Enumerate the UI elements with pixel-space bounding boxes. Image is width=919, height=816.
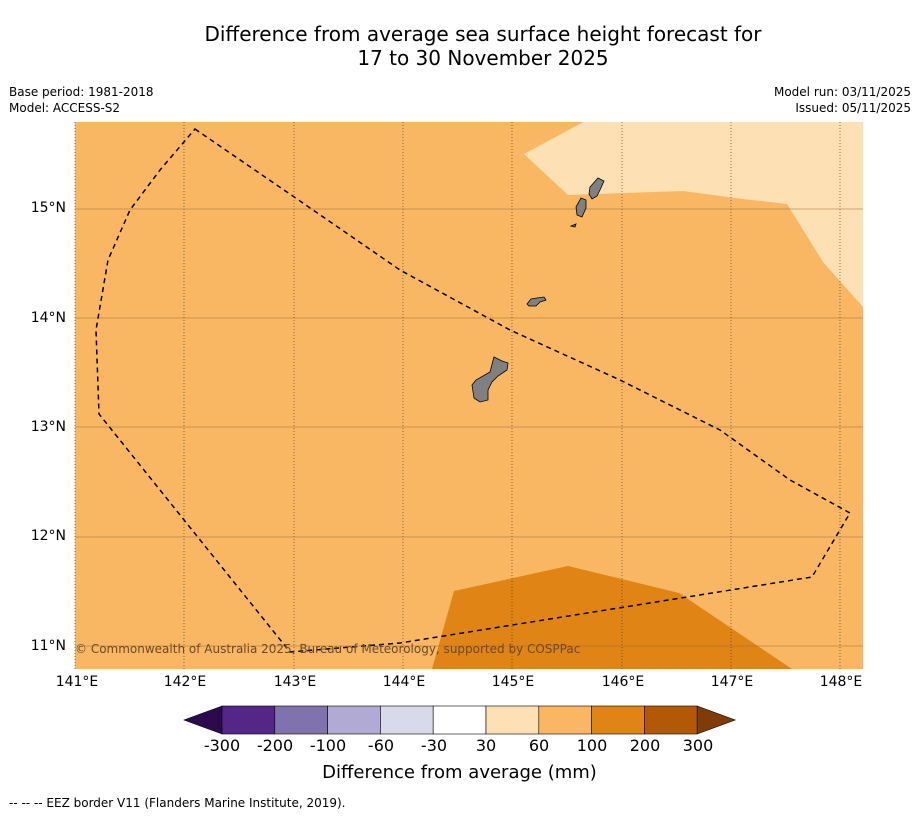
colorbar-label-m100: -100 (309, 736, 347, 755)
colorbar-segment-1 (274, 705, 328, 735)
lon-label-148: 148°E (819, 674, 863, 690)
title-line-2: 17 to 30 November 2025 (357, 46, 609, 70)
title-line-1: Difference from average sea surface heig… (204, 22, 762, 46)
colorbar-label-m300: -300 (203, 736, 241, 755)
parallels (75, 208, 863, 647)
lat-label-14: 14°N (30, 310, 66, 326)
colorbar-segment-8 (644, 705, 698, 735)
issued-date: Issued: 05/11/2025 (795, 101, 911, 115)
islands (471, 177, 605, 403)
colorbar-label-m60: -60 (367, 736, 395, 755)
saipan-island (588, 177, 605, 200)
colorbar-label-100: 100 (576, 736, 608, 755)
colorbar-title: Difference from average (mm) (322, 762, 597, 783)
colorbar-extend-high (696, 705, 737, 735)
tinian-island (575, 197, 587, 218)
colorbar-segment-2 (327, 705, 381, 735)
colorbar-segment-4 (432, 705, 487, 735)
lon-label-145: 145°E (491, 674, 535, 690)
lon-label-141: 141°E (55, 674, 99, 690)
graticule (74, 122, 841, 669)
colorbar-label-200: 200 (629, 736, 661, 755)
lon-label-146: 146°E (601, 674, 645, 690)
colorbar-label-m30: -30 (420, 736, 448, 755)
eez-footnote: -- -- -- EEZ border V11 (Flanders Marine… (9, 796, 346, 810)
chart-title: Difference from average sea surface heig… (0, 22, 919, 70)
contour-60-100 (524, 122, 863, 307)
colorbar-label-60: 60 (528, 736, 550, 755)
lon-label-144: 144°E (382, 674, 426, 690)
base-period: Base period: 1981-2018 (9, 85, 154, 99)
lat-label-11: 11°N (30, 638, 66, 654)
model-run: Model run: 03/11/2025 (773, 85, 911, 99)
rota-island (526, 296, 547, 307)
contour-100-200 (432, 566, 792, 669)
colorbar-segment-0 (221, 705, 276, 735)
colorbar-segment-3 (380, 705, 434, 735)
colorbar-extend-low (183, 705, 223, 735)
lon-label-147: 147°E (710, 674, 754, 690)
lat-label-12: 12°N (30, 528, 66, 544)
lat-label-15: 15°N (30, 200, 66, 216)
colorbar-segment-5 (485, 705, 540, 735)
copyright-notice: © Commonwealth of Australia 2025, Bureau… (75, 642, 581, 656)
meta-left: Base period: 1981-2018 Model: ACCESS-S2 (9, 84, 154, 116)
meta-right: Model run: 03/11/2025 Issued: 05/11/2025 (774, 84, 911, 116)
map-background (75, 122, 863, 669)
colorbar-segment-6 (538, 705, 592, 735)
colorbar-segment-7 (591, 705, 645, 735)
map-panel (74, 122, 863, 669)
lon-label-143: 143°E (273, 674, 317, 690)
model-name: Model: ACCESS-S2 (9, 101, 121, 115)
lat-label-13: 13°N (30, 419, 66, 435)
colorbar-segments (183, 705, 737, 735)
lon-label-142: 142°E (163, 674, 207, 690)
guam-island (471, 356, 509, 403)
colorbar-label-300: 300 (682, 736, 714, 755)
colorbar-label-m200: -200 (256, 736, 294, 755)
aguijan-islet (569, 223, 577, 228)
colorbar-label-30: 30 (475, 736, 497, 755)
